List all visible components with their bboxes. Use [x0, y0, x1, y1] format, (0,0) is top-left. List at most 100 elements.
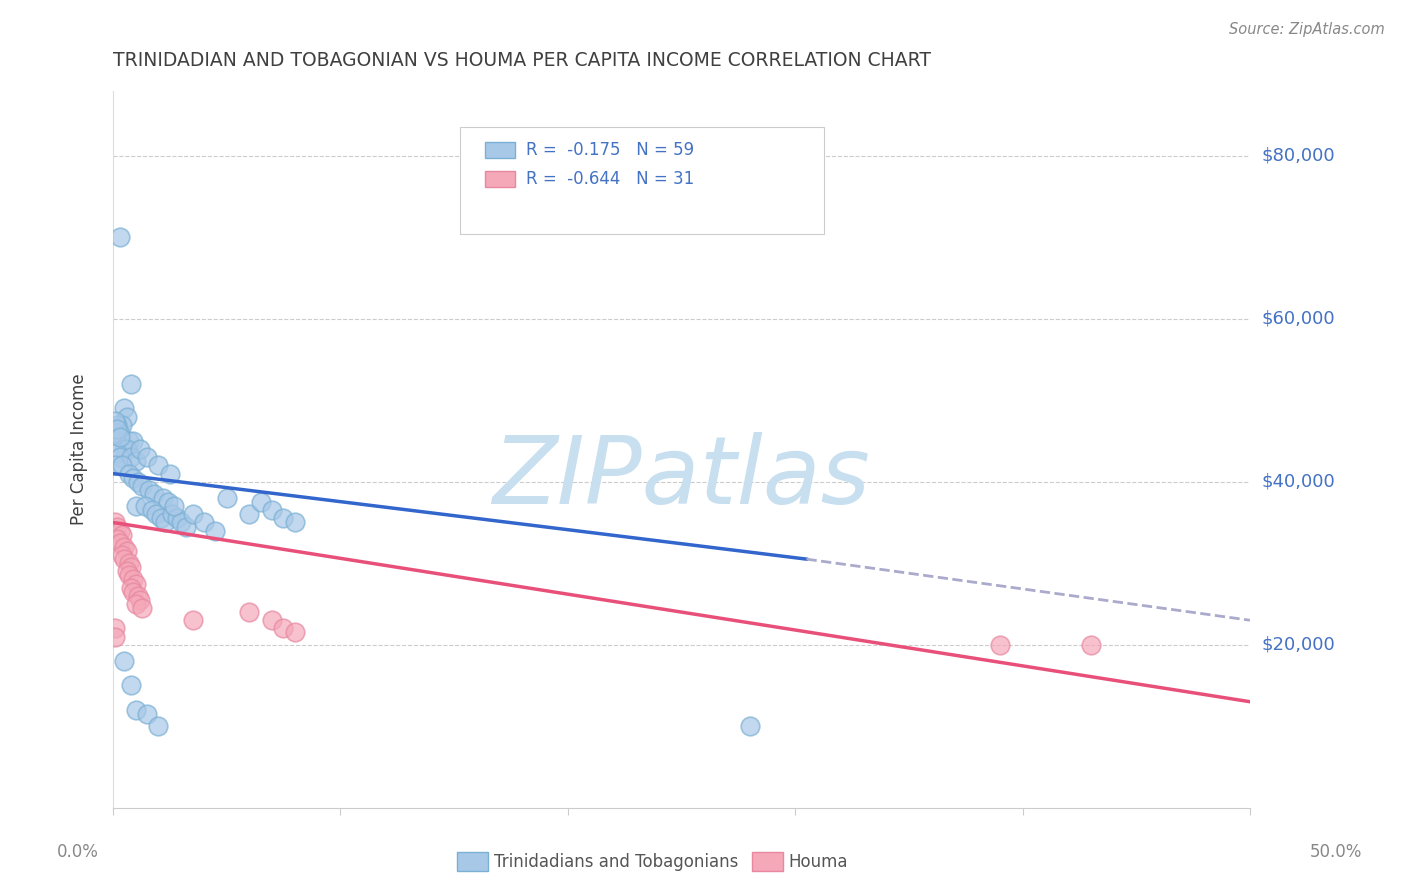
Point	[104, 425, 127, 440]
Point	[122, 470, 145, 484]
Point	[112, 401, 135, 416]
Point	[152, 491, 174, 505]
Point	[262, 503, 284, 517]
Point	[138, 483, 160, 497]
Point	[148, 719, 170, 733]
Text: TRINIDADIAN AND TOBAGONIAN VS HOUMA PER CAPITA INCOME CORRELATION CHART: TRINIDADIAN AND TOBAGONIAN VS HOUMA PER …	[112, 51, 931, 70]
Text: $40,000: $40,000	[1261, 473, 1334, 491]
Point	[111, 548, 134, 562]
Point	[108, 524, 131, 538]
Point	[145, 508, 167, 522]
Point	[127, 589, 149, 603]
Text: Per Capita Income: Per Capita Income	[70, 374, 87, 525]
Point	[131, 479, 153, 493]
Text: 0.0%: 0.0%	[56, 843, 98, 861]
Point	[129, 442, 152, 457]
Point	[124, 454, 146, 468]
Point	[148, 458, 170, 473]
Point	[108, 230, 131, 244]
Point	[215, 491, 238, 505]
Point	[122, 434, 145, 448]
Point	[181, 613, 204, 627]
Text: R =  -0.175   N = 59: R = -0.175 N = 59	[526, 141, 695, 159]
Point	[124, 576, 146, 591]
Point	[120, 376, 142, 391]
Point	[111, 527, 134, 541]
FancyBboxPatch shape	[460, 127, 824, 234]
Text: $60,000: $60,000	[1261, 310, 1334, 327]
Text: Trinidadians and Tobagonians: Trinidadians and Tobagonians	[494, 853, 738, 871]
Point	[122, 584, 145, 599]
Point	[193, 516, 215, 530]
Point	[131, 601, 153, 615]
FancyBboxPatch shape	[485, 171, 515, 186]
Point	[107, 417, 129, 432]
Point	[1080, 638, 1102, 652]
Point	[118, 434, 141, 448]
Point	[118, 467, 141, 481]
Point	[124, 499, 146, 513]
Text: 50.0%: 50.0%	[1309, 843, 1362, 861]
Point	[142, 487, 165, 501]
Point	[738, 719, 761, 733]
Point	[160, 508, 183, 522]
Point	[107, 519, 129, 533]
Point	[136, 706, 159, 721]
Point	[112, 442, 135, 457]
Point	[104, 621, 127, 635]
Point	[108, 425, 131, 440]
Point	[141, 503, 163, 517]
Point	[112, 654, 135, 668]
Point	[107, 446, 129, 460]
Point	[136, 450, 159, 465]
Point	[118, 556, 141, 570]
Text: R =  -0.644   N = 31: R = -0.644 N = 31	[526, 169, 695, 188]
Point	[108, 450, 131, 465]
Point	[284, 625, 307, 640]
Point	[112, 540, 135, 554]
Point	[107, 422, 129, 436]
Point	[118, 568, 141, 582]
Point	[124, 703, 146, 717]
Point	[284, 516, 307, 530]
Point	[120, 678, 142, 692]
Text: $20,000: $20,000	[1261, 636, 1334, 654]
FancyBboxPatch shape	[485, 143, 515, 158]
Point	[249, 495, 271, 509]
Point	[107, 532, 129, 546]
Point	[115, 409, 138, 424]
Point	[120, 581, 142, 595]
Point	[115, 565, 138, 579]
Point	[273, 621, 295, 635]
Point	[108, 536, 131, 550]
Point	[273, 511, 295, 525]
Point	[181, 508, 204, 522]
Point	[122, 573, 145, 587]
Point	[104, 414, 127, 428]
Point	[124, 597, 146, 611]
Point	[159, 467, 181, 481]
Point	[111, 458, 134, 473]
Point	[163, 499, 186, 513]
Point	[111, 417, 134, 432]
Point	[127, 475, 149, 489]
Text: Houma: Houma	[789, 853, 848, 871]
Point	[166, 511, 188, 525]
Point	[129, 592, 152, 607]
Point	[170, 516, 193, 530]
Point	[104, 516, 127, 530]
Text: Source: ZipAtlas.com: Source: ZipAtlas.com	[1229, 22, 1385, 37]
Point	[120, 450, 142, 465]
Point	[120, 560, 142, 574]
Point	[104, 458, 127, 473]
Point	[156, 495, 179, 509]
Point	[238, 605, 260, 619]
Point	[238, 508, 260, 522]
Point	[108, 430, 131, 444]
Point	[149, 511, 172, 525]
Point	[115, 442, 138, 457]
Text: $80,000: $80,000	[1261, 147, 1334, 165]
Point	[174, 519, 197, 533]
Point	[262, 613, 284, 627]
Point	[155, 516, 177, 530]
